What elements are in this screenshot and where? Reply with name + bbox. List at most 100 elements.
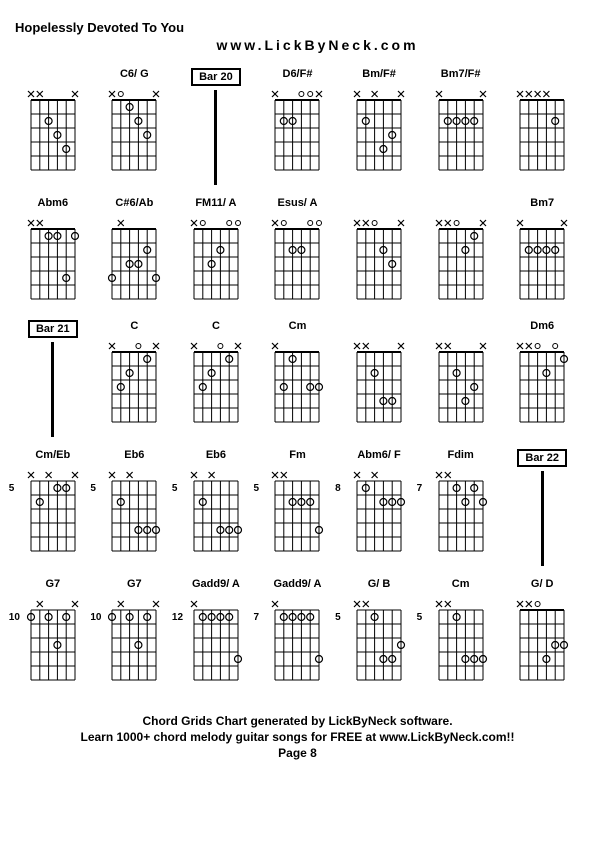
chord-diagram: 5 xyxy=(267,465,327,560)
chord-name: Bm/F# xyxy=(362,68,396,82)
chord-cell: Dm6 xyxy=(504,320,580,437)
chord-name: Bm7/F# xyxy=(441,68,481,82)
chord-diagram: 8 xyxy=(349,465,409,560)
chord-name: Dm6 xyxy=(530,320,554,334)
chord-name: Cm xyxy=(452,578,470,592)
chord-name: C#6/Ab xyxy=(115,197,153,211)
chord-diagram xyxy=(512,594,572,689)
chord-name: Bm7 xyxy=(530,197,554,211)
chord-cell: G710 xyxy=(15,578,91,689)
chord-diagram xyxy=(267,84,327,179)
chord-cell: G/ D xyxy=(504,578,580,689)
fret-number: 10 xyxy=(90,612,101,623)
chord-cell: Esus/ A xyxy=(260,197,336,308)
chord-diagram xyxy=(104,336,164,431)
chord-cell: Bm7/F# xyxy=(423,68,499,185)
chord-diagram: 7 xyxy=(267,594,327,689)
fret-number: 5 xyxy=(335,612,341,623)
chord-name: G/ B xyxy=(368,578,391,592)
chord-cell: Bar 20 xyxy=(178,68,254,185)
bar-divider xyxy=(214,90,217,185)
chord-diagram: 5 xyxy=(431,594,491,689)
chord-diagram xyxy=(349,336,409,431)
chord-name: G/ D xyxy=(531,578,554,592)
bar-divider xyxy=(51,342,54,437)
chord-diagram xyxy=(23,213,83,308)
chord-cell: C#6/Ab xyxy=(97,197,173,308)
song-title: Hopelessly Devoted To You xyxy=(15,20,580,35)
chord-cell: Bar 21 xyxy=(15,320,91,437)
bar-divider xyxy=(541,471,544,566)
website-url: www.LickByNeck.com xyxy=(55,37,580,53)
chord-name: Eb6 xyxy=(124,449,144,463)
footer: Chord Grids Chart generated by LickByNec… xyxy=(15,714,580,760)
fret-number: 12 xyxy=(172,612,183,623)
footer-line-2: Learn 1000+ chord melody guitar songs fo… xyxy=(15,730,580,744)
chord-diagram: 12 xyxy=(186,594,246,689)
chord-cell: D6/F# xyxy=(260,68,336,185)
fret-number: 5 xyxy=(253,483,259,494)
chord-cell xyxy=(423,320,499,437)
chord-cell: FM11/ A xyxy=(178,197,254,308)
chord-diagram: 10 xyxy=(23,594,83,689)
chord-name: D6/F# xyxy=(283,68,313,82)
chord-name: Fdim xyxy=(447,449,473,463)
chord-cell xyxy=(341,197,417,308)
chord-diagram: 5 xyxy=(104,465,164,560)
footer-line-1: Chord Grids Chart generated by LickByNec… xyxy=(15,714,580,728)
chord-name: Cm xyxy=(289,320,307,334)
chord-cell: Bm7 xyxy=(504,197,580,308)
chord-diagram: 5 xyxy=(186,465,246,560)
chord-cell: G/ B 5 xyxy=(341,578,417,689)
chord-cell: Fm 5 xyxy=(260,449,336,566)
fret-number: 5 xyxy=(417,612,423,623)
bar-label: Bar 20 xyxy=(191,68,241,86)
chord-diagram xyxy=(349,213,409,308)
chord-cell: G710 xyxy=(97,578,173,689)
chord-name: Eb6 xyxy=(206,449,226,463)
chord-cell xyxy=(504,68,580,185)
chord-diagram xyxy=(512,84,572,179)
chord-diagram xyxy=(104,213,164,308)
chord-cell: Bar 22 xyxy=(504,449,580,566)
chord-cell: Eb65 xyxy=(178,449,254,566)
chord-diagram xyxy=(267,336,327,431)
fret-number: 5 xyxy=(172,483,178,494)
chord-diagram xyxy=(431,213,491,308)
chord-name: C xyxy=(130,320,138,334)
chord-diagram xyxy=(349,84,409,179)
chord-diagram xyxy=(186,336,246,431)
chord-cell xyxy=(341,320,417,437)
chord-name: FM11/ A xyxy=(195,197,236,211)
chord-name: Abm6 xyxy=(38,197,69,211)
chord-cell xyxy=(15,68,91,185)
chord-cell: Fdim 7 xyxy=(423,449,499,566)
chord-cell: Gadd9/ A 12 xyxy=(178,578,254,689)
fret-number: 10 xyxy=(9,612,20,623)
chord-diagram xyxy=(267,213,327,308)
chord-cell: C xyxy=(178,320,254,437)
fret-number: 7 xyxy=(417,483,423,494)
chord-diagram: 7 xyxy=(431,465,491,560)
chord-name: C xyxy=(212,320,220,334)
chord-cell: Cm 5 xyxy=(423,578,499,689)
chord-grid: C6/ G Bar 20 D6/F# Bm/F# Bm7/F# Abm6 C#6/Ab FM1… xyxy=(15,68,580,689)
chord-diagram: 5 xyxy=(349,594,409,689)
chord-name: Abm6/ F xyxy=(357,449,400,463)
chord-diagram: 5 xyxy=(23,465,83,560)
bar-label: Bar 22 xyxy=(517,449,567,467)
chord-name: Fm xyxy=(289,449,306,463)
bar-label: Bar 21 xyxy=(28,320,78,338)
chord-cell: Bm/F# xyxy=(341,68,417,185)
chord-name: C6/ G xyxy=(120,68,149,82)
fret-number: 5 xyxy=(90,483,96,494)
chord-name: G7 xyxy=(45,578,60,592)
chord-diagram xyxy=(186,213,246,308)
chord-name: Gadd9/ A xyxy=(192,578,240,592)
chord-cell xyxy=(423,197,499,308)
chord-diagram: 10 xyxy=(104,594,164,689)
chord-cell: C xyxy=(97,320,173,437)
chord-name: Esus/ A xyxy=(278,197,318,211)
chord-name: Gadd9/ A xyxy=(274,578,322,592)
chord-cell: Cm/Eb5 xyxy=(15,449,91,566)
